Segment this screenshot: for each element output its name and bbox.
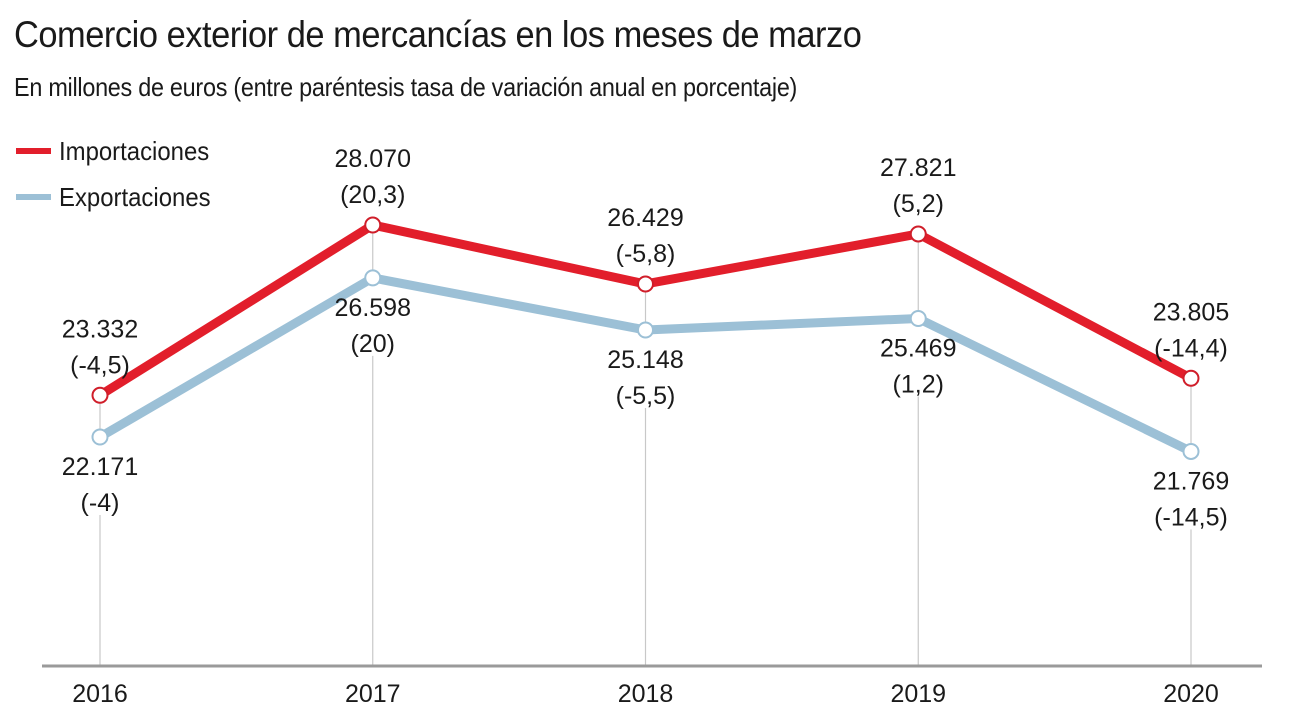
x-tick-label: 2017 — [345, 680, 401, 708]
data-label-value: 25.469 — [880, 334, 956, 362]
data-label-change: (-5,8) — [616, 240, 676, 268]
data-point-importaciones — [91, 386, 109, 404]
data-label-value: 23.332 — [62, 315, 138, 343]
data-label-value: 22.171 — [62, 453, 138, 481]
data-label-change: (5,2) — [893, 190, 944, 218]
legend-swatch-exportaciones — [16, 194, 51, 200]
data-label-change: (20) — [351, 330, 395, 358]
data-label-change: (1,2) — [893, 370, 944, 398]
data-label-value: 27.821 — [880, 154, 956, 182]
data-point-exportaciones — [364, 269, 382, 287]
data-point-exportaciones — [637, 321, 654, 339]
x-tick-label: 2018 — [618, 680, 674, 708]
legend-swatch-importaciones — [16, 148, 51, 154]
legend-item-importaciones: Importaciones — [16, 128, 224, 174]
legend: Importaciones Exportaciones — [16, 128, 224, 220]
chart-subtitle: En millones de euros (entre paréntesis t… — [14, 72, 798, 102]
data-label-value: 26.429 — [607, 204, 683, 232]
legend-label: Importaciones — [59, 135, 210, 166]
data-label-change: (-5,5) — [616, 382, 676, 410]
data-label-value: 25.148 — [607, 346, 683, 374]
data-label-value: 23.805 — [1153, 298, 1229, 326]
data-label-change: (-14,4) — [1154, 334, 1228, 362]
data-label-value: 26.598 — [335, 294, 411, 322]
legend-label: Exportaciones — [59, 181, 211, 212]
data-points — [91, 216, 1200, 460]
legend-item-exportaciones: Exportaciones — [16, 174, 224, 220]
x-tick-label: 2020 — [1163, 680, 1219, 708]
data-label-change: (-4) — [81, 489, 120, 517]
x-tick-label: 2019 — [890, 680, 946, 708]
data-point-importaciones — [909, 225, 927, 243]
data-point-importaciones — [1182, 369, 1200, 387]
data-label-value: 28.070 — [335, 145, 411, 173]
chart-title: Comercio exterior de mercancías en los m… — [14, 14, 862, 55]
data-label-change: (20,3) — [340, 181, 405, 209]
data-label-value: 21.769 — [1153, 467, 1229, 495]
data-point-exportaciones — [909, 309, 927, 327]
data-point-importaciones — [637, 275, 654, 293]
data-label-change: (-14,5) — [1154, 503, 1228, 531]
data-label-change: (-4,5) — [70, 351, 130, 379]
data-point-importaciones — [364, 216, 382, 234]
x-tick-label: 2016 — [72, 680, 128, 708]
data-point-exportaciones — [91, 428, 109, 446]
data-labels: 23.332 (-4,5) 28.070 (20,3) 26.429 (-5,8) 27.8… — [62, 145, 1229, 531]
x-tick-labels: 2016 2017 2018 2019 2020 — [72, 680, 1219, 708]
data-point-exportaciones — [1182, 442, 1200, 460]
